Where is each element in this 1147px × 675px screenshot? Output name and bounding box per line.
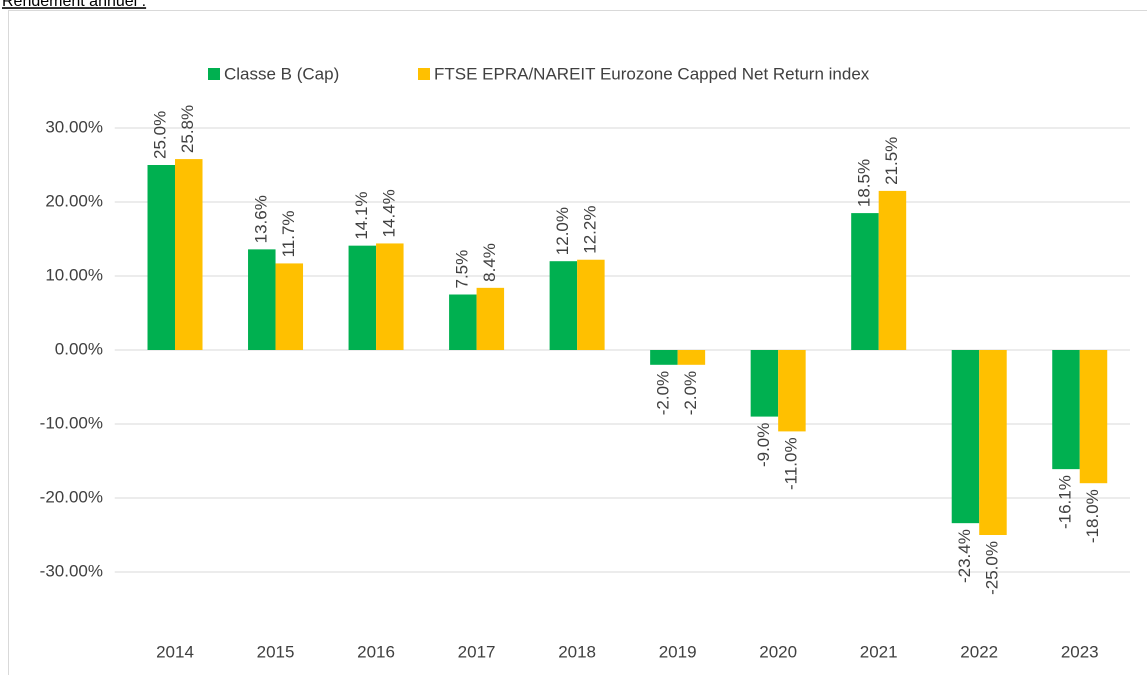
bar [549, 261, 578, 350]
y-tick-label: -10.00% [40, 413, 103, 432]
data-label: -2.0% [681, 371, 700, 415]
data-label: 8.4% [480, 243, 499, 282]
bar [376, 243, 404, 350]
x-tick-label: 2018 [558, 642, 596, 661]
x-tick-label: 2014 [156, 642, 194, 661]
data-label: -23.4% [955, 529, 974, 583]
x-tick-label: 2021 [860, 642, 898, 661]
bar [878, 190, 907, 350]
data-label: -25.0% [982, 541, 1001, 595]
bar [778, 350, 806, 432]
data-label: 14.1% [352, 191, 371, 239]
legend-label: Classe B (Cap) [224, 64, 339, 83]
data-label: 25.0% [151, 111, 170, 159]
bar [1079, 350, 1108, 484]
bar [476, 287, 505, 350]
data-label: 7.5% [452, 250, 471, 289]
data-label: 14.4% [379, 189, 398, 237]
y-tick-label: 0.00% [55, 339, 103, 358]
y-tick-label: 20.00% [45, 191, 103, 210]
bar [650, 350, 678, 365]
bar [577, 259, 605, 350]
data-label: -11.0% [781, 437, 800, 490]
data-label: -16.1% [1055, 475, 1074, 529]
data-label: 21.5% [882, 137, 901, 185]
x-tick-label: 2020 [759, 642, 797, 661]
data-label: 13.6% [251, 195, 270, 243]
bar [951, 350, 980, 524]
data-label: -2.0% [653, 371, 672, 415]
data-label: 11.7% [279, 210, 298, 257]
legend-label: FTSE EPRA/NAREIT Eurozone Capped Net Ret… [434, 64, 870, 83]
chart-title: Rendement annuel : [2, 0, 146, 10]
bar [275, 263, 304, 350]
bar [979, 350, 1007, 535]
y-tick-label: -30.00% [40, 561, 103, 580]
data-label: -9.0% [754, 423, 773, 467]
data-label: -18.0% [1083, 489, 1102, 543]
bar [750, 350, 779, 417]
bar [175, 159, 203, 350]
bar [677, 350, 706, 365]
x-tick-label: 2016 [357, 642, 395, 661]
bar [1052, 350, 1080, 470]
legend-swatch [418, 68, 430, 80]
data-label: 25.8% [178, 105, 197, 153]
bar [851, 213, 879, 350]
bar [147, 165, 176, 350]
bar [348, 245, 377, 350]
x-tick-label: 2019 [659, 642, 697, 661]
x-tick-label: 2022 [960, 642, 998, 661]
y-tick-label: 10.00% [45, 265, 103, 284]
data-label: 12.2% [580, 206, 599, 254]
y-tick-label: -20.00% [40, 487, 103, 506]
bar [248, 249, 276, 350]
x-tick-label: 2017 [458, 642, 496, 661]
bar [449, 294, 477, 350]
y-tick-label: 30.00% [45, 117, 103, 136]
data-label: 12.0% [553, 207, 572, 255]
x-tick-label: 2015 [257, 642, 295, 661]
data-label: 18.5% [854, 159, 873, 207]
legend-swatch [208, 68, 220, 80]
x-tick-label: 2023 [1061, 642, 1099, 661]
